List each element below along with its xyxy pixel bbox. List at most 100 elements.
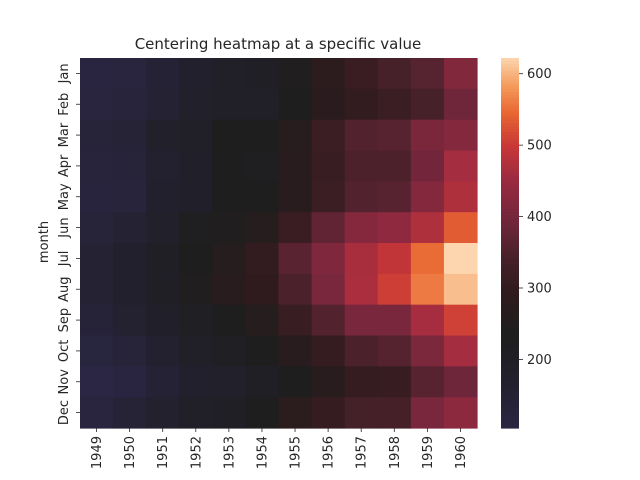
x-tick-label: 1960	[454, 436, 469, 469]
colorbar-tick-label: 200	[527, 353, 552, 368]
colorbar-segment	[501, 286, 519, 290]
heatmap-cell-Dec-1956	[311, 397, 346, 429]
heatmap-cell-Mar-1953	[212, 119, 247, 152]
heatmap-cell-Jan-1957	[344, 58, 379, 90]
colorbar-segment	[501, 233, 519, 238]
heatmap-cell-Dec-1953	[212, 397, 247, 429]
colorbar-segment	[501, 249, 519, 253]
heatmap-cell-Jul-1957	[344, 243, 379, 275]
heatmap-cell-May-1953	[212, 181, 247, 213]
heatmap-cell-Jun-1949	[80, 212, 114, 244]
x-tick-label: 1952	[189, 436, 204, 469]
heatmap-cell-Sep-1951	[146, 304, 180, 337]
heatmap-cell-Apr-1954	[245, 150, 280, 182]
colorbar-segment	[501, 406, 519, 411]
heatmap-cell-Feb-1949	[80, 88, 114, 121]
heatmap-cell-Apr-1950	[113, 150, 147, 182]
heatmap-cell-Oct-1950	[113, 335, 147, 367]
heatmap-cell-Jul-1951	[146, 243, 180, 275]
y-tick-label: May	[57, 183, 72, 210]
heatmap-cell-Sep-1952	[179, 304, 213, 337]
colorbar-segment	[501, 98, 519, 102]
heatmap-cell-Sep-1950	[113, 304, 147, 337]
heatmap-cell-Jun-1957	[344, 212, 379, 244]
chart-title: Centering heatmap at a specific value	[135, 35, 422, 53]
heatmap-cell-Aug-1952	[179, 273, 213, 306]
colorbar-segment	[501, 403, 519, 408]
heatmap-cell-Jun-1956	[311, 212, 346, 244]
x-tick-label: 1956	[322, 436, 337, 469]
heatmap-cell-Jun-1955	[278, 212, 313, 244]
heatmap-cell-Apr-1951	[146, 150, 180, 182]
colorbar-segment	[501, 82, 519, 87]
heatmap-cell-Sep-1955	[278, 304, 313, 337]
colorbar-segment	[501, 258, 519, 263]
heatmap-cell-Aug-1950	[113, 273, 147, 306]
heatmap-cell-Aug-1960	[443, 273, 478, 306]
colorbar-segment	[501, 304, 519, 309]
heatmap-cell-Jul-1955	[278, 243, 313, 275]
colorbar-segment	[501, 344, 519, 349]
heatmap-cell-Aug-1958	[377, 273, 412, 306]
heatmap-cell-Mar-1950	[113, 119, 147, 152]
colorbar-segment	[501, 310, 519, 315]
colorbar-segment	[501, 135, 519, 139]
heatmap-cell-Oct-1956	[311, 335, 346, 367]
heatmap-cell-Aug-1955	[278, 273, 313, 306]
heatmap-cell-Sep-1956	[311, 304, 346, 337]
colorbar-segment	[501, 138, 519, 142]
colorbar-segment	[501, 375, 519, 380]
y-axis-label: month	[37, 221, 52, 263]
colorbar-segment	[501, 147, 519, 152]
heatmap-cell-May-1955	[278, 181, 313, 213]
heatmap-cell-Jan-1950	[113, 58, 147, 90]
heatmap-cell-Jan-1949	[80, 58, 114, 90]
colorbar-segment	[501, 326, 519, 330]
colorbar-tick-label: 300	[527, 282, 552, 297]
colorbar-segment	[501, 206, 519, 210]
heatmap-cell-Jan-1954	[245, 58, 280, 90]
heatmap-cell-Sep-1953	[212, 304, 247, 337]
heatmap-cell-Feb-1953	[212, 88, 247, 121]
heatmap-cell-Mar-1960	[443, 119, 478, 152]
colorbar-segment	[501, 172, 519, 176]
heatmap-cell-Feb-1955	[278, 88, 313, 121]
colorbar-segment	[501, 397, 519, 401]
colorbar-segment	[501, 199, 519, 204]
heatmap-cell-Aug-1953	[212, 273, 247, 306]
colorbar-segment	[501, 212, 519, 216]
colorbar-segment	[501, 122, 519, 127]
heatmap-cell-May-1949	[80, 181, 114, 213]
heatmap-cell-Jun-1960	[443, 212, 478, 244]
colorbar-segment	[501, 101, 519, 105]
heatmap-cell-Nov-1960	[443, 366, 478, 398]
colorbar-segment	[501, 424, 519, 429]
colorbar-segment	[501, 347, 519, 352]
colorbar-segment	[501, 421, 519, 426]
colorbar-segment	[501, 384, 519, 389]
colorbar-segment	[501, 276, 519, 281]
colorbar-tick-label: 600	[527, 67, 552, 82]
heatmap-cell-Aug-1957	[344, 273, 379, 306]
colorbar-segment	[501, 418, 519, 423]
heatmap-cell-Dec-1955	[278, 397, 313, 429]
x-tick-label: 1950	[123, 436, 138, 469]
heatmap-cell-Jun-1950	[113, 212, 147, 244]
heatmap-cell-Oct-1957	[344, 335, 379, 367]
heatmap-cell-Jan-1956	[311, 58, 346, 90]
colorbar-segment	[501, 243, 519, 247]
y-tick-label: Jun	[57, 217, 72, 238]
y-tick-label: Sep	[57, 308, 72, 333]
heatmap-cell-Jan-1960	[443, 58, 478, 90]
colorbar-segment	[501, 67, 519, 71]
colorbar-segment	[501, 85, 519, 90]
colorbar-segment	[501, 267, 519, 272]
colorbar-segment	[501, 110, 519, 115]
heatmap-cell-Feb-1950	[113, 88, 147, 121]
colorbar-segment	[501, 125, 519, 130]
heatmap-cell-Jul-1949	[80, 243, 114, 275]
colorbar-segment	[501, 132, 519, 136]
heatmap-cell-Aug-1949	[80, 273, 114, 306]
colorbar: 200 300 400 500 600	[501, 58, 552, 429]
